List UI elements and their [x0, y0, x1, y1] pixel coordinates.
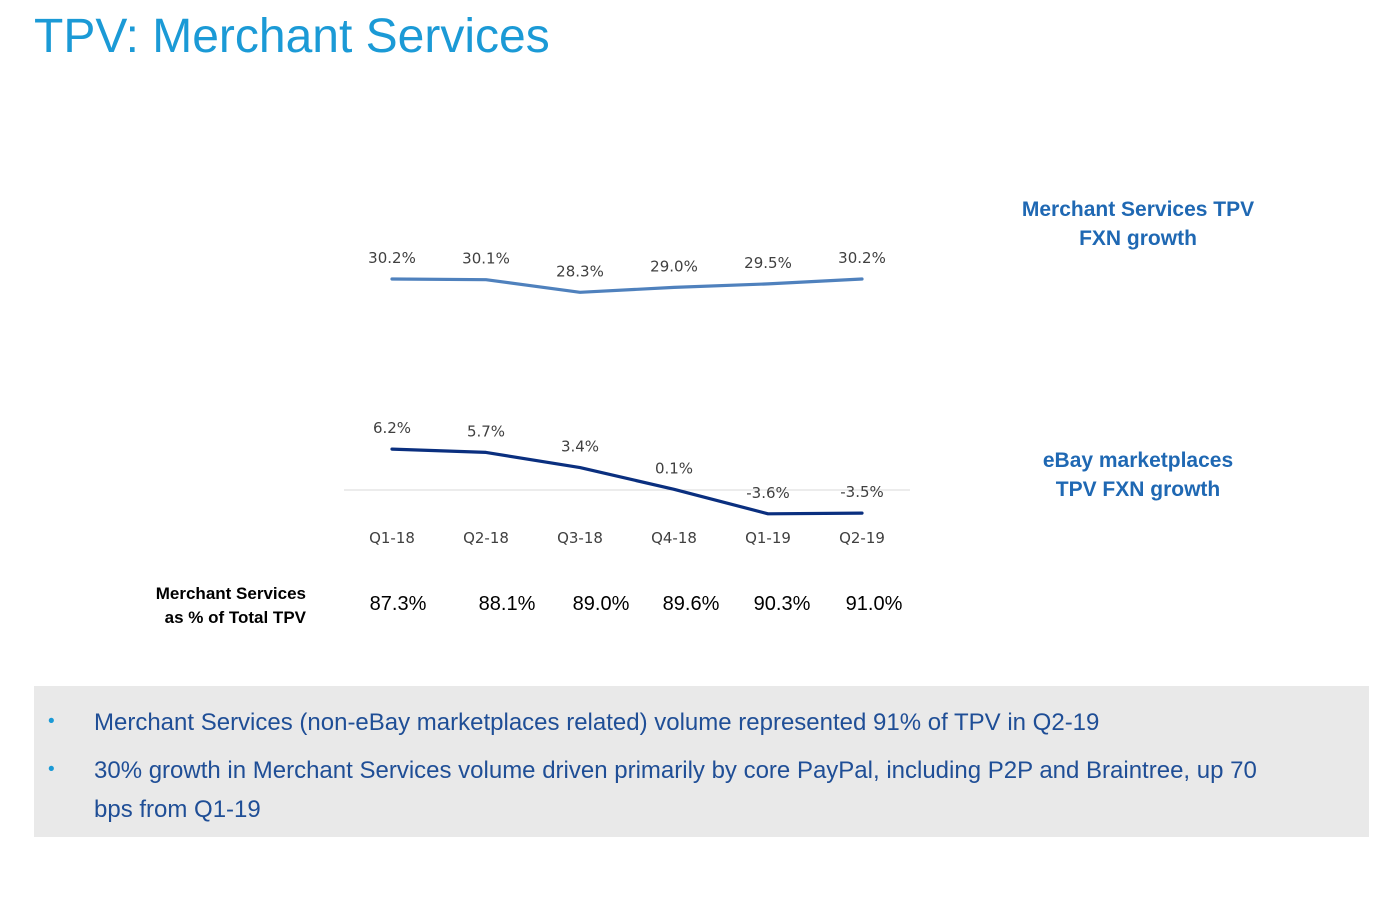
table-row-value: 90.3% [754, 593, 811, 615]
table-row-value: 87.3% [370, 593, 427, 615]
bullet-icon: • [48, 759, 55, 780]
table-row-label: as % of Total TPV [165, 608, 307, 627]
series-legend-label: TPV FXN growth [1056, 478, 1221, 501]
data-label: 30.1% [462, 250, 510, 268]
table-row-value: 88.1% [479, 593, 536, 615]
note-text: Merchant Services (non-eBay marketplaces… [94, 709, 1100, 736]
data-label: -3.6% [746, 484, 790, 502]
table-row-value: 91.0% [846, 593, 903, 615]
data-label: 3.4% [561, 438, 599, 456]
bullet-icon: • [48, 711, 55, 732]
data-label: 28.3% [556, 262, 604, 280]
data-label: 30.2% [368, 249, 416, 267]
series-line [390, 447, 864, 516]
data-label: 0.1% [655, 459, 693, 477]
data-label: 6.2% [373, 419, 411, 437]
x-tick-label: Q1-18 [369, 529, 415, 547]
table-row-value: 89.0% [573, 593, 630, 615]
table-row-label: Merchant Services [156, 584, 306, 603]
data-label: -3.5% [840, 483, 884, 501]
x-tick-label: Q2-19 [839, 529, 885, 547]
data-label: 30.2% [838, 249, 886, 267]
series-legend-label: FXN growth [1079, 227, 1197, 250]
line-chart: 30.2% 30.1% 28.3% 29.0% 29.5% 30.2% Merchant S… [156, 198, 1254, 627]
page-title: TPV: Merchant Services [34, 10, 550, 63]
x-tick-label: Q1-19 [745, 529, 791, 547]
series-legend-label: eBay marketplaces [1043, 449, 1233, 472]
series-legend-label: Merchant Services TPV [1022, 198, 1254, 221]
notes-box: • Merchant Services (non-eBay marketplac… [34, 686, 1369, 837]
series-line [390, 277, 864, 294]
data-label: 29.0% [650, 257, 698, 275]
note-text: 30% growth in Merchant Services volume d… [94, 757, 1257, 823]
data-label: 29.5% [744, 254, 792, 272]
x-tick-label: Q2-18 [463, 529, 509, 547]
data-label: 5.7% [467, 422, 505, 440]
x-tick-label: Q4-18 [651, 529, 697, 547]
x-tick-label: Q3-18 [557, 529, 603, 547]
table-row-value: 89.6% [663, 593, 720, 615]
